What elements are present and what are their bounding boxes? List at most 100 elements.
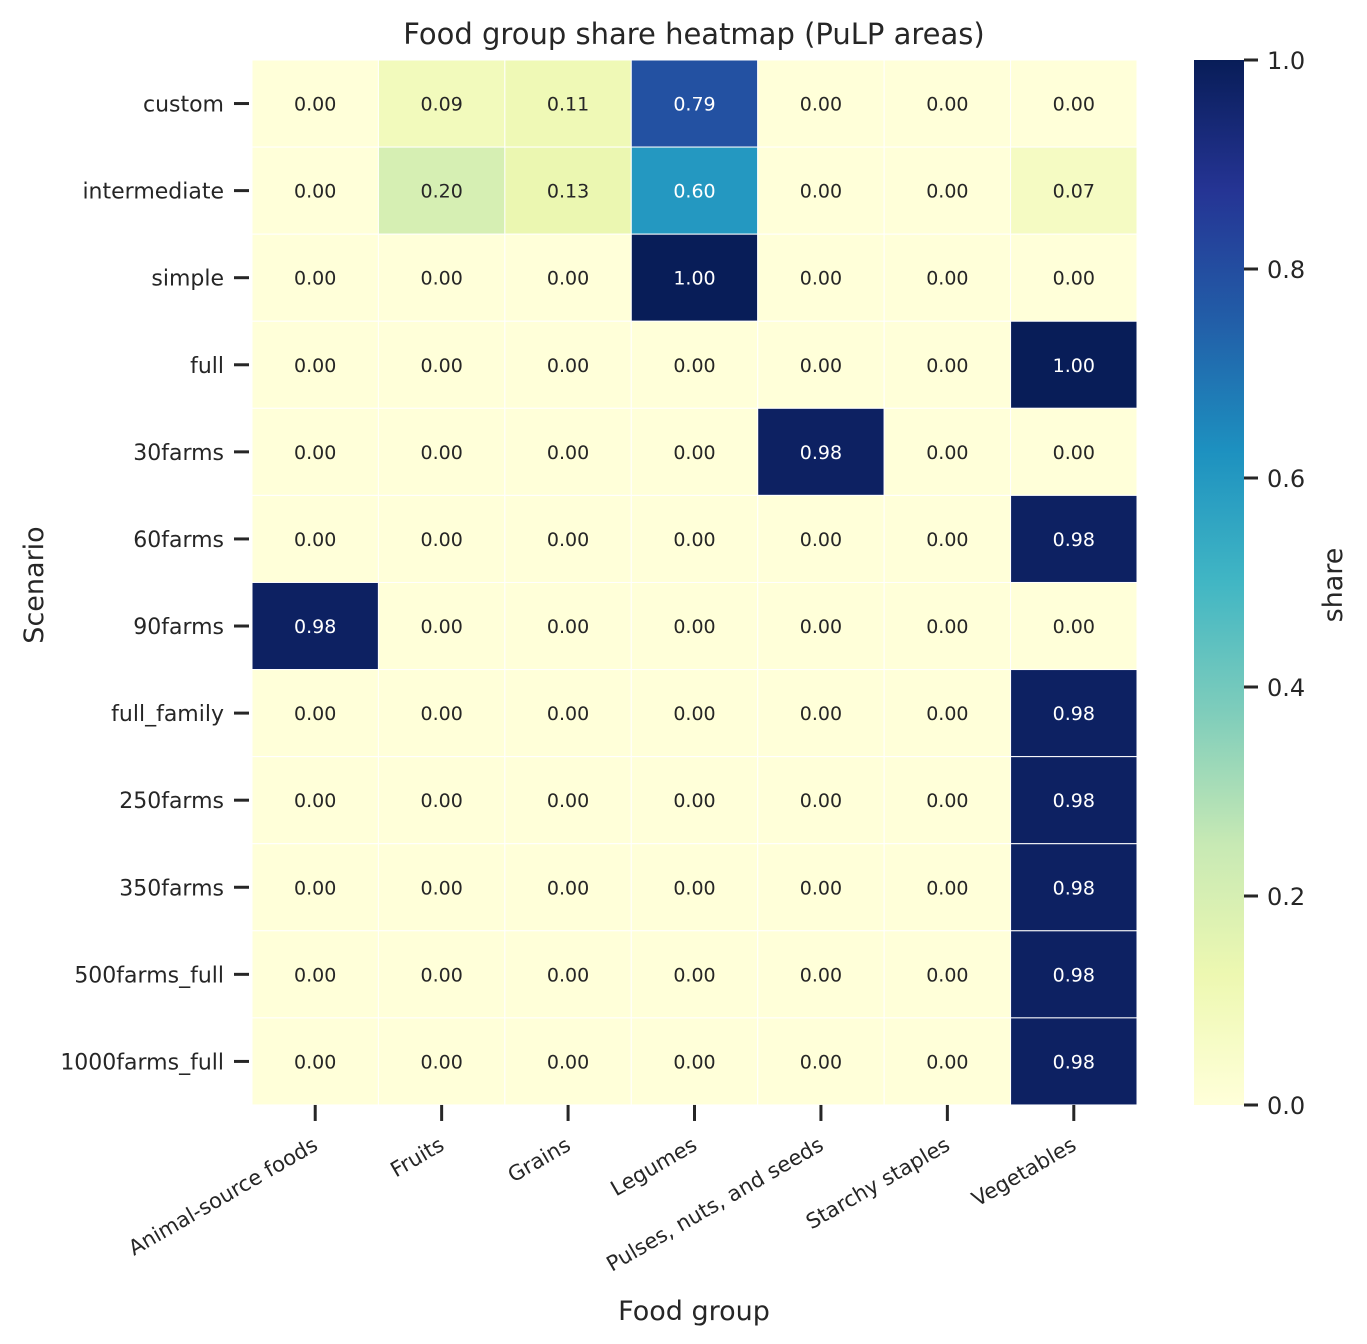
cell-value-label: 1.00 (1053, 355, 1095, 377)
cell-value-label: 0.00 (673, 529, 715, 551)
heatmap-cell (883, 756, 1012, 845)
chart-title: Food group share heatmap (PuLP areas) (403, 17, 984, 51)
cell-value-label: 0.98 (1053, 529, 1095, 551)
cell-value-label: 0.00 (673, 877, 715, 899)
heatmap-cell (504, 233, 632, 322)
cell-value-label: 0.00 (800, 790, 842, 812)
cell-value-label: 0.98 (800, 442, 842, 464)
y-tick-label: 350farms (119, 876, 224, 901)
y-tick-label: custom (143, 93, 224, 118)
heatmap-cell (1010, 669, 1138, 758)
x-axis-label: Food group (618, 1296, 770, 1327)
heatmap-cell (1010, 407, 1138, 496)
heatmap-cell (883, 581, 1012, 671)
cell-value-label: 0.00 (926, 181, 968, 203)
cell-value-label: 0.00 (420, 1051, 462, 1073)
heatmap-cell (630, 1017, 759, 1106)
y-tick-label: full_family (111, 702, 224, 727)
heatmap-cell (630, 930, 759, 1019)
cell-value-label: 0.00 (547, 1051, 589, 1073)
heatmap-cell (377, 1017, 506, 1106)
heatmap-cell (1010, 146, 1138, 235)
cell-value-label: 0.00 (673, 442, 715, 464)
heatmap-cell (504, 843, 632, 932)
cell-value-label: 0.00 (547, 790, 589, 812)
heatmap-cell (504, 407, 632, 496)
heatmap-cell (883, 930, 1012, 1019)
heatmap-cell (757, 59, 885, 148)
cell-value-label: 0.00 (547, 355, 589, 377)
cell-value-label: 0.00 (294, 442, 336, 464)
heatmap-cell (883, 1017, 1012, 1106)
heatmap-cell (504, 494, 632, 583)
cell-value-label: 0.00 (420, 877, 462, 899)
colorbar-tick-label: 0.2 (1267, 883, 1305, 911)
y-tick-label: 60farms (133, 528, 224, 553)
heatmap-cell (251, 581, 379, 671)
cell-value-label: 0.09 (420, 94, 462, 116)
heatmap-cell (251, 320, 379, 409)
cell-value-label: 0.00 (673, 616, 715, 638)
heatmap-cell (377, 669, 506, 758)
cell-value-label: 0.11 (547, 94, 589, 116)
y-tick-label: 1000farms_full (60, 1050, 224, 1075)
heatmap-cell (251, 1017, 379, 1106)
heatmap-cell (377, 930, 506, 1019)
colorbar-tick-label: 1.0 (1267, 47, 1305, 75)
cell-value-label: 0.00 (547, 703, 589, 725)
cell-value-label: 0.00 (1053, 442, 1095, 464)
cell-value-label: 0.00 (800, 1051, 842, 1073)
heatmap-cell (251, 146, 379, 235)
y-tick-label: simple (151, 267, 224, 292)
y-tick-label: intermediate (82, 180, 224, 205)
cell-value-label: 0.13 (547, 181, 589, 203)
cell-value-label: 0.00 (1053, 94, 1095, 116)
cell-value-label: 0.00 (800, 181, 842, 203)
colorbar-tick-label: 0.4 (1267, 674, 1305, 702)
y-tick-label: 250farms (119, 789, 224, 814)
cell-value-label: 0.00 (800, 355, 842, 377)
cell-value-label: 0.00 (673, 964, 715, 986)
cell-value-label: 0.98 (1053, 1051, 1095, 1073)
heatmap-cell (251, 59, 379, 148)
cell-value-label: 0.00 (673, 703, 715, 725)
cell-value-label: 0.98 (1053, 790, 1095, 812)
heatmap-cell (757, 1017, 885, 1106)
colorbar-tick-label: 0.0 (1267, 1092, 1305, 1120)
cell-value-label: 0.00 (926, 703, 968, 725)
colorbar (1194, 60, 1244, 1105)
colorbar-label: share (1318, 548, 1349, 623)
cell-value-label: 0.00 (420, 355, 462, 377)
heatmap-cell (504, 756, 632, 845)
heatmap-cell (504, 581, 632, 671)
y-tick-label: full (190, 354, 224, 379)
x-tick-label: Grains (504, 1133, 575, 1188)
x-axis-ticks: Animal-source foods Fruits Grains LegumesPu… (124, 1104, 1080, 1276)
heatmap-cell (1010, 320, 1138, 409)
x-tick-label: Fruits (386, 1133, 448, 1183)
cell-value-label: 0.00 (673, 355, 715, 377)
cell-value-label: 0.98 (1053, 877, 1095, 899)
heatmap-cell (251, 494, 379, 583)
heatmap-cell (1010, 843, 1138, 932)
cell-value-label: 0.00 (926, 268, 968, 290)
heatmap-cell (251, 669, 379, 758)
colorbar-tick-label: 0.6 (1267, 465, 1305, 493)
heatmap-cell (630, 320, 759, 409)
cell-value-label: 0.00 (673, 790, 715, 812)
cell-value-label: 0.00 (294, 181, 336, 203)
cell-value-label: 0.00 (420, 442, 462, 464)
cell-value-label: 0.20 (420, 181, 462, 203)
cell-value-label: 0.00 (800, 94, 842, 116)
cell-value-label: 0.00 (800, 703, 842, 725)
heatmap-cell (883, 146, 1012, 235)
heatmap-cell (630, 581, 759, 671)
heatmap-cell (377, 320, 506, 409)
cell-value-label: 0.00 (800, 529, 842, 551)
heatmap-cell (377, 233, 506, 322)
y-axis-label: Scenario (19, 526, 50, 643)
heatmap-cell (630, 843, 759, 932)
heatmap-cells: 0.00 0.09 0.11 0.79 0.00 0.00 0.00 0.00 0.20 0.13… (251, 59, 1138, 1106)
cell-value-label: 0.60 (673, 181, 715, 203)
